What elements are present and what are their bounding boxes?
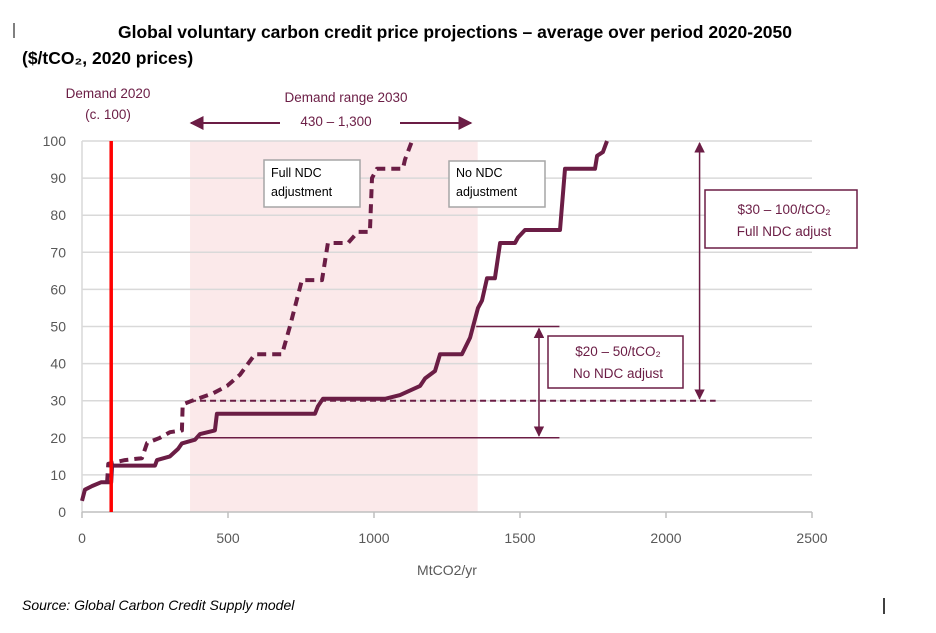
demand-2020-sublabel: (c. 100): [85, 107, 131, 122]
svg-text:$30 – 100/tCO₂: $30 – 100/tCO₂: [737, 202, 830, 217]
full-ndc-range-box: $30 – 100/tCO₂ Full NDC adjust: [704, 189, 858, 249]
y-tick-label: 50: [50, 319, 66, 335]
y-tick-label: 10: [50, 467, 66, 483]
y-tick-label: 30: [50, 393, 66, 409]
demand-range-label: Demand range 2030: [284, 90, 407, 105]
x-tick-label: 0: [78, 530, 86, 546]
x-tick-label: 2500: [796, 530, 827, 546]
demand-2020-label: Demand 2020: [66, 86, 151, 101]
x-tick-label: 500: [216, 530, 240, 546]
y-tick-label: 20: [50, 430, 66, 446]
svg-text:adjustment: adjustment: [271, 185, 333, 199]
y-tick-label: 100: [43, 133, 67, 149]
chart-subtitle: ($/tCO₂, 2020 prices): [22, 48, 193, 68]
x-tick-label: 2000: [650, 530, 681, 546]
svg-text:No NDC: No NDC: [456, 166, 503, 180]
x-axis-label: MtCO2/yr: [417, 562, 477, 578]
x-tick-label: 1500: [504, 530, 535, 546]
source-note: Source: Global Carbon Credit Supply mode…: [22, 597, 295, 613]
full-ndc-series-line: [105, 140, 414, 483]
no-ndc-series-line: [80, 140, 609, 502]
y-tick-label: 80: [50, 207, 66, 223]
y-tick-label: 90: [50, 170, 66, 186]
svg-text:Full NDC: Full NDC: [271, 166, 322, 180]
svg-text:Full NDC adjust: Full NDC adjust: [737, 224, 832, 239]
y-tick-label: 70: [50, 244, 66, 260]
no-ndc-label-box: No NDC adjustment: [448, 160, 546, 208]
y-tick-label: 0: [58, 504, 66, 520]
x-tick-label: 1000: [358, 530, 389, 546]
svg-text:adjustment: adjustment: [456, 185, 518, 199]
y-tick-label: 40: [50, 356, 66, 372]
y-tick-label: 60: [50, 281, 66, 297]
demand-range-values: 430 – 1,300: [300, 114, 371, 129]
no-ndc-range-box: $20 – 50/tCO₂ No NDC adjust: [547, 335, 684, 389]
svg-text:No NDC adjust: No NDC adjust: [573, 366, 663, 381]
full-ndc-label-box: Full NDC adjustment: [263, 159, 361, 208]
chart-title: Global voluntary carbon credit price pro…: [118, 22, 792, 42]
svg-text:$20 – 50/tCO₂: $20 – 50/tCO₂: [575, 344, 661, 359]
